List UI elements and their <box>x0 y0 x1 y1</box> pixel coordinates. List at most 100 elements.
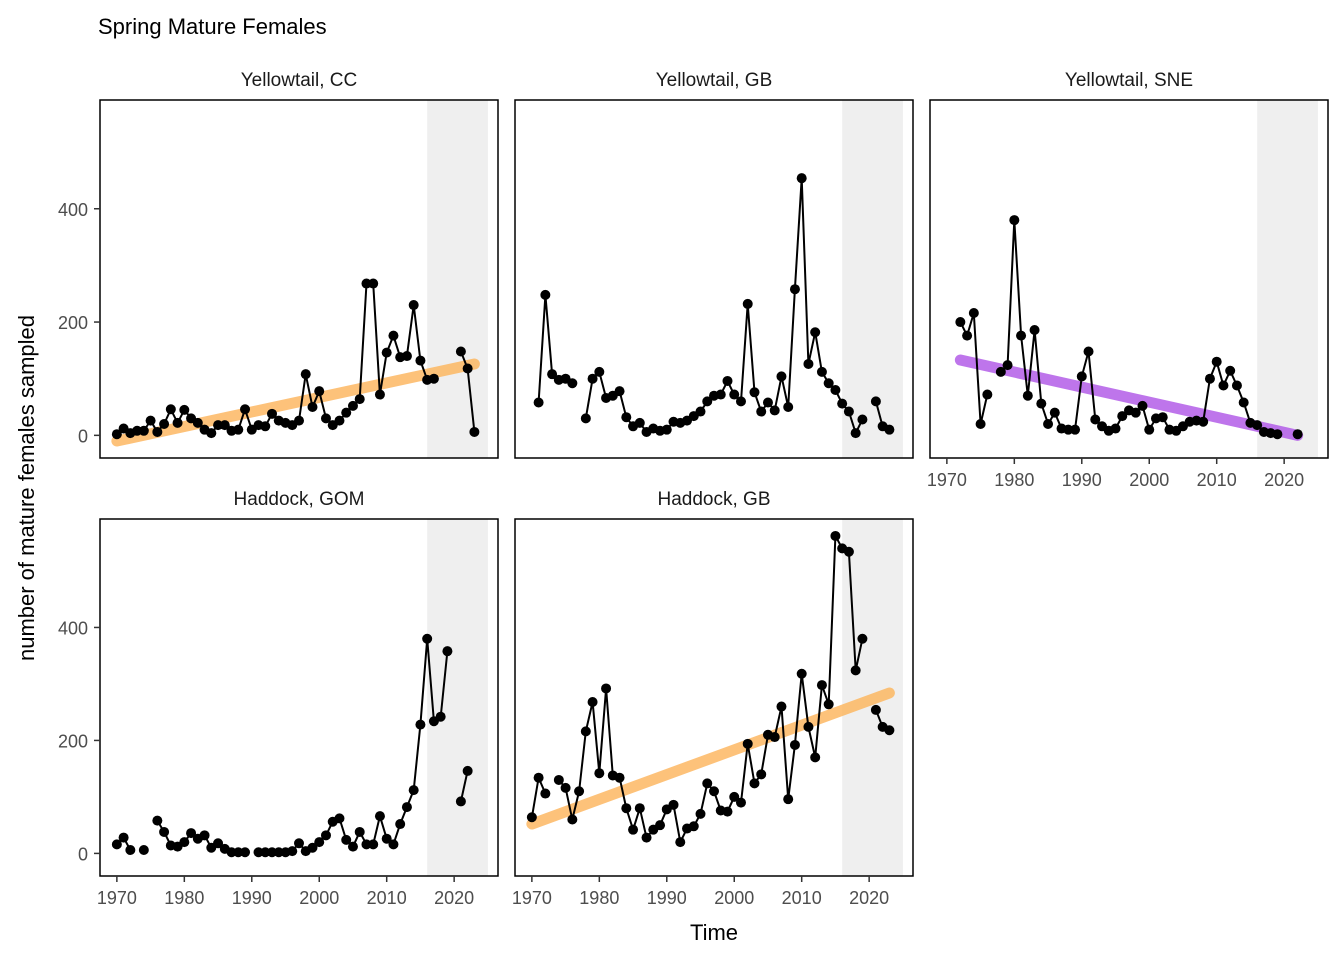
data-point <box>435 711 446 722</box>
data-point <box>294 415 304 426</box>
data-point <box>388 330 399 341</box>
data-point <box>408 785 419 796</box>
data-point <box>408 300 419 311</box>
data-point <box>975 419 986 430</box>
data-point <box>709 786 719 797</box>
data-point <box>307 842 318 853</box>
data-point <box>1130 407 1141 418</box>
data-point <box>614 772 625 783</box>
data-point <box>722 375 733 386</box>
data-point <box>1070 424 1081 435</box>
x-tick-label: 2010 <box>367 888 407 908</box>
data-point <box>206 428 217 439</box>
data-point <box>621 803 632 814</box>
data-point <box>810 327 821 338</box>
data-point <box>850 428 861 439</box>
x-axis-label: Time <box>690 920 738 945</box>
y-tick-label: 400 <box>58 618 88 638</box>
data-point <box>870 704 881 715</box>
data-point <box>1002 360 1013 371</box>
data-point <box>1029 324 1040 335</box>
data-point <box>381 833 392 844</box>
panel-title: Haddock, GOM <box>234 489 365 510</box>
data-point <box>260 421 271 432</box>
data-point <box>462 765 473 776</box>
x-tick-label: 2010 <box>782 888 822 908</box>
data-point <box>533 397 544 408</box>
data-point <box>462 363 473 374</box>
panels: Yellowtail, CC 0 200 400 Yellowtail, GB Yello… <box>58 70 1329 908</box>
x-tick-label: 1980 <box>164 888 204 908</box>
data-point <box>634 803 645 814</box>
data-point <box>1231 380 1242 391</box>
data-point <box>1218 380 1229 391</box>
data-point <box>1009 215 1020 226</box>
panel: Haddock, GB 1970 1980 1990 2000 2010 2020 <box>512 489 914 908</box>
data-point <box>587 373 598 384</box>
panel: Haddock, GOM 0 200 400 1970 1980 1990 2000 2010 2… <box>58 489 499 908</box>
data-point <box>395 819 406 830</box>
data-point <box>287 846 298 857</box>
data-point <box>1049 407 1060 418</box>
data-point <box>145 415 156 426</box>
data-point <box>816 680 827 691</box>
data-point <box>655 820 666 831</box>
data-point <box>354 826 365 837</box>
data-point <box>334 415 345 426</box>
data-point <box>735 396 746 407</box>
data-point <box>179 404 190 415</box>
data-point <box>702 396 713 407</box>
x-tick-label: 1980 <box>994 470 1034 490</box>
data-point <box>422 633 433 644</box>
data-point <box>118 832 129 843</box>
data-point <box>968 307 979 318</box>
data-point <box>702 778 713 789</box>
x-tick-label: 1990 <box>647 888 687 908</box>
data-point <box>580 413 591 424</box>
x-tick-label: 1990 <box>232 888 272 908</box>
panel-border <box>929 99 1329 459</box>
data-point <box>857 414 868 425</box>
data-point <box>381 347 392 358</box>
data-point <box>455 346 466 357</box>
x-tick-label: 1970 <box>512 888 552 908</box>
data-point <box>982 389 993 400</box>
data-point <box>567 378 578 389</box>
data-point <box>1022 390 1033 401</box>
data-point <box>314 837 325 848</box>
data-point <box>742 298 753 309</box>
data-point <box>884 725 895 736</box>
data-point <box>320 413 331 424</box>
data-point <box>334 813 345 824</box>
y-axis-label: number of mature females sampled <box>14 315 39 661</box>
data-point <box>823 699 834 710</box>
data-point <box>729 389 740 400</box>
data-point <box>172 417 183 428</box>
data-point <box>267 408 278 419</box>
x-tick-label: 1990 <box>1062 470 1102 490</box>
data-point <box>749 778 760 789</box>
data-point <box>1036 398 1047 409</box>
data-point <box>469 426 480 437</box>
data-point <box>776 701 787 712</box>
chart-title: Spring Mature Females <box>98 14 327 39</box>
y-tick-label: 400 <box>58 200 88 220</box>
data-point <box>152 815 163 826</box>
x-tick-label: 2020 <box>434 888 474 908</box>
data-point <box>314 386 325 397</box>
data-point <box>837 398 848 409</box>
data-point <box>368 839 379 850</box>
x-tick-label: 2020 <box>1264 470 1304 490</box>
data-point <box>347 841 358 852</box>
x-tick-label: 2000 <box>299 888 339 908</box>
data-point <box>152 426 163 437</box>
data-point <box>1272 429 1283 440</box>
data-point <box>125 845 136 856</box>
data-point <box>294 838 304 849</box>
data-point <box>796 173 807 184</box>
data-point <box>594 366 605 377</box>
data-point <box>428 373 439 384</box>
data-point <box>735 797 746 808</box>
data-point <box>1043 419 1054 430</box>
data-point <box>374 389 385 400</box>
